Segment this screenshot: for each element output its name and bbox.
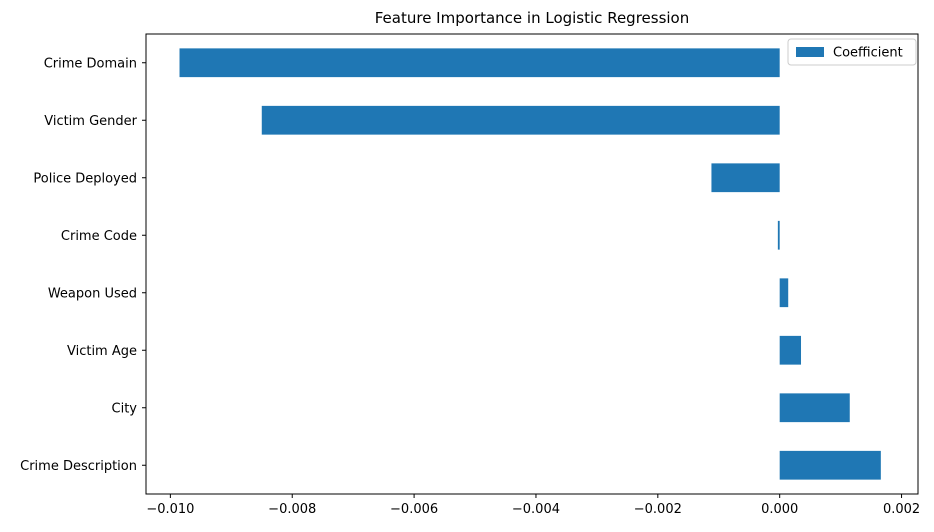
y-tick-label: City [112, 401, 138, 416]
x-tick-label: 0.000 [761, 502, 798, 517]
x-tick-label: −0.006 [390, 502, 438, 517]
bar-crime-domain [180, 48, 780, 77]
bar-victim-age [780, 336, 801, 365]
bar-crime-description [780, 451, 881, 480]
legend: Coefficient [788, 39, 916, 65]
y-tick-label: Weapon Used [48, 286, 137, 301]
bars-layer [180, 48, 881, 479]
x-tick-label: −0.010 [146, 502, 194, 517]
x-tick-label: −0.004 [512, 502, 560, 517]
bar-victim-gender [262, 106, 780, 135]
y-tick-label: Police Deployed [33, 171, 137, 186]
bar-police-deployed [711, 163, 779, 192]
x-tick-label: 0.002 [883, 502, 920, 517]
y-tick-label: Crime Code [61, 229, 137, 244]
y-tick-label: Victim Age [67, 344, 137, 359]
legend-swatch [796, 47, 824, 57]
chart-title: Feature Importance in Logistic Regressio… [375, 9, 690, 27]
plot-frame [146, 34, 918, 494]
x-tick-label: −0.008 [268, 502, 316, 517]
bar-crime-code [778, 221, 780, 250]
bar-weapon-used [780, 278, 789, 307]
bar-city [780, 393, 850, 422]
x-tick-label: −0.002 [634, 502, 682, 517]
y-tick-label: Crime Domain [44, 56, 137, 71]
y-tick-label: Victim Gender [44, 114, 137, 129]
y-tick-label: Crime Description [20, 459, 137, 474]
legend-label: Coefficient [833, 46, 903, 61]
